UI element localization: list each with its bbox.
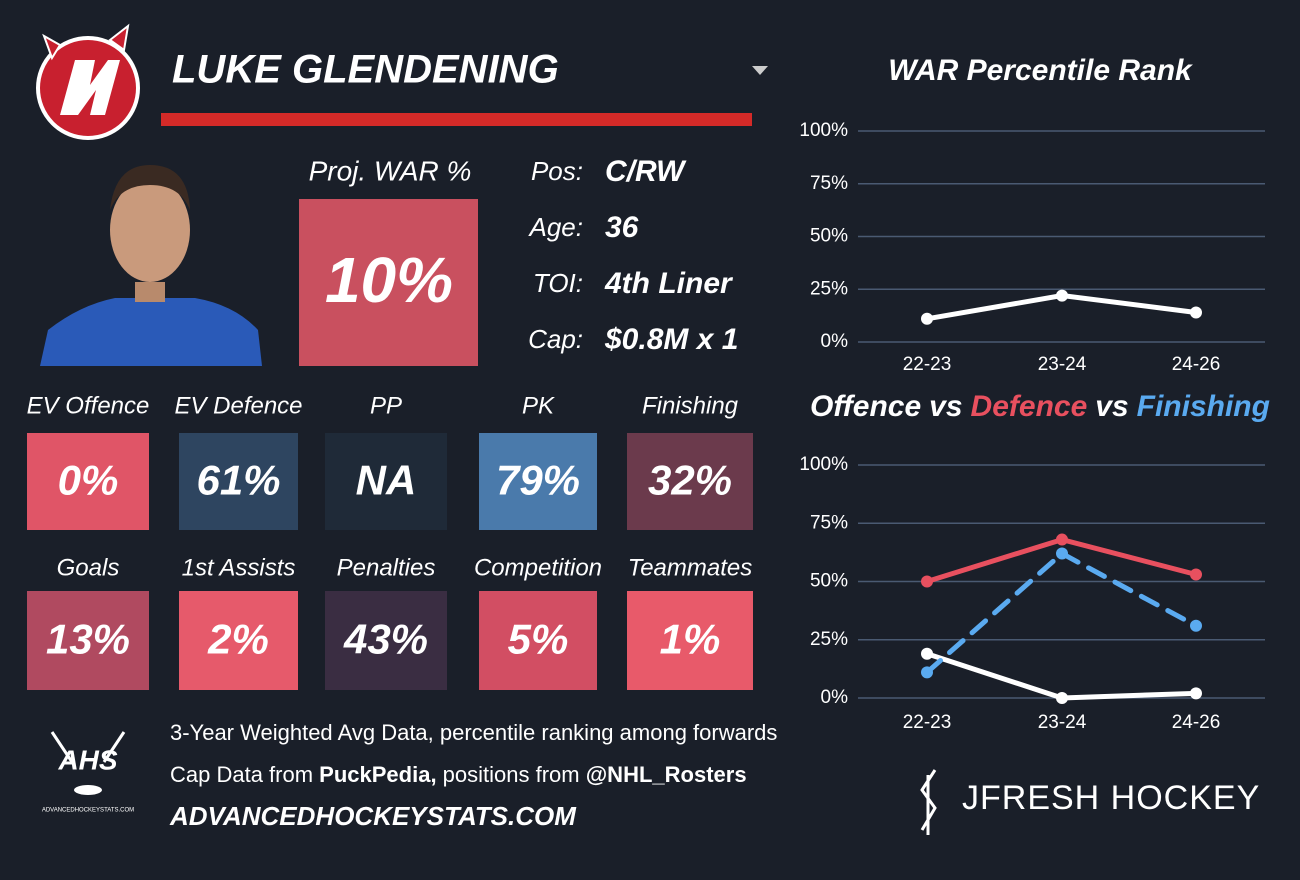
- jfresh-logo: [920, 769, 937, 835]
- cap-source: PuckPedia,: [319, 762, 436, 787]
- data-point: [921, 666, 933, 679]
- name-underline: [161, 113, 752, 126]
- x-tick-label: 22-23: [903, 712, 952, 733]
- data-point: [1056, 692, 1068, 704]
- data-point: [1056, 533, 1068, 546]
- tile-value: 32%: [648, 457, 732, 504]
- dropdown-arrow[interactable]: [752, 66, 768, 75]
- data-point: [921, 575, 933, 588]
- data-point: [921, 647, 933, 660]
- y-tick-label: 25%: [810, 629, 848, 650]
- proj-war-value: 10%: [325, 244, 453, 316]
- info-value: 36: [605, 211, 639, 244]
- info-label: TOI:: [533, 268, 583, 298]
- tile-value: 0%: [58, 457, 119, 504]
- title-joiner: vs: [1095, 390, 1128, 423]
- ahs-logo-small: ADVANCEDHOCKEYSTATS.COM: [42, 808, 134, 814]
- y-tick-label: 25%: [810, 278, 848, 299]
- tile-label: Teammates: [628, 554, 753, 581]
- tile-value: NA: [356, 457, 417, 504]
- tile-value: 61%: [196, 457, 280, 504]
- footer-note: 3-Year Weighted Avg Data, percentile ran…: [170, 720, 777, 745]
- tile-label: Goals: [57, 554, 120, 581]
- tile-value: 79%: [496, 457, 580, 504]
- x-tick-label: 22-23: [903, 354, 952, 375]
- ahs-logo: AHS ADVANCEDHOCKEYSTATS.COM: [42, 731, 134, 814]
- y-tick-label: 50%: [810, 226, 848, 247]
- pos-source: @NHL_Rosters: [586, 762, 747, 787]
- team-logo: [36, 23, 140, 140]
- tile-box: [627, 433, 753, 530]
- x-tick-label: 23-24: [1038, 354, 1087, 375]
- tile-value: 1%: [660, 616, 721, 663]
- tile-label: EV Defence: [174, 392, 302, 419]
- data-point: [1190, 619, 1202, 632]
- info-value: C/RW: [605, 155, 687, 188]
- tile-box: [27, 591, 149, 690]
- tile-label: Finishing: [642, 392, 739, 419]
- tile-box: [179, 433, 298, 530]
- charts: 0% 25% 50% 75% 100% 22-23 23-24 24-26 0% 25% 50% 75…: [799, 120, 1265, 733]
- info-label: Age:: [528, 212, 584, 242]
- proj-war-box: [299, 199, 478, 366]
- tile-label: Competition: [474, 554, 602, 581]
- title-joiner: vs: [929, 390, 962, 423]
- info-value: $0.8M x 1: [604, 323, 738, 356]
- footer-site: ADVANCEDHOCKEYSTATS.COM: [169, 801, 577, 831]
- tile-box: [27, 433, 149, 530]
- y-tick-label: 75%: [810, 512, 848, 533]
- info-value: 4th Liner: [604, 267, 734, 300]
- x-tick-label: 24-26: [1172, 354, 1221, 375]
- tiles: EV Offence 0% EV Defence 61% PP NA PK 79% Finish…: [27, 392, 753, 690]
- y-tick-label: 50%: [810, 571, 848, 592]
- jfresh-text: JFRESH HOCKEY: [962, 779, 1260, 817]
- y-tick-label: 0%: [821, 687, 849, 708]
- tile-value: 2%: [207, 616, 269, 663]
- tile-box: [179, 591, 298, 690]
- data-point: [1056, 289, 1068, 302]
- player-name: LUKE GLENDENING: [172, 48, 559, 92]
- pos-prefix: positions from: [437, 762, 586, 787]
- info-list: Pos: C/RW Age: 36 TOI: 4th Liner Cap: $0.8M x 1: [528, 155, 739, 356]
- tile-label: PK: [522, 392, 555, 419]
- ahs-logo-text: AHS: [57, 744, 117, 775]
- data-point: [1056, 547, 1068, 560]
- chart-title: Offence vs Defence vs Finishing: [810, 390, 1270, 423]
- legend-entry: Finishing: [1137, 390, 1270, 423]
- data-point: [1190, 306, 1202, 319]
- tile-box: [325, 591, 447, 690]
- tile-box: [325, 433, 447, 530]
- info-label: Cap:: [528, 324, 583, 354]
- legend-entry: Offence: [810, 390, 921, 423]
- info-label: Pos:: [531, 156, 583, 186]
- y-tick-label: 75%: [810, 173, 848, 194]
- y-tick-label: 0%: [821, 331, 849, 352]
- data-point: [1190, 568, 1202, 581]
- tile-box: [627, 591, 753, 690]
- cap-prefix: Cap Data from: [170, 762, 319, 787]
- tile-label: EV Offence: [27, 392, 150, 419]
- tile-value: 13%: [46, 616, 130, 663]
- data-point: [921, 312, 933, 325]
- tile-value: 43%: [343, 616, 428, 663]
- legend-entry: Defence: [971, 390, 1088, 423]
- tile-box: [479, 591, 597, 690]
- y-tick-label: 100%: [799, 454, 848, 475]
- tile-label: Penalties: [337, 554, 436, 581]
- tile-value: 5%: [508, 616, 569, 663]
- chart-title: WAR Percentile Rank: [888, 54, 1193, 87]
- tile-label: PP: [370, 392, 402, 419]
- tile-box: [479, 433, 597, 530]
- y-tick-label: 100%: [799, 120, 848, 141]
- footer-sources: Cap Data from PuckPedia, positions from …: [170, 762, 747, 787]
- player-photo: [40, 165, 262, 366]
- data-point: [1190, 687, 1202, 700]
- x-tick-label: 23-24: [1038, 712, 1087, 733]
- tile-label: 1st Assists: [182, 554, 296, 581]
- x-tick-label: 24-26: [1172, 712, 1221, 733]
- proj-war-label: Proj. WAR %: [309, 155, 472, 186]
